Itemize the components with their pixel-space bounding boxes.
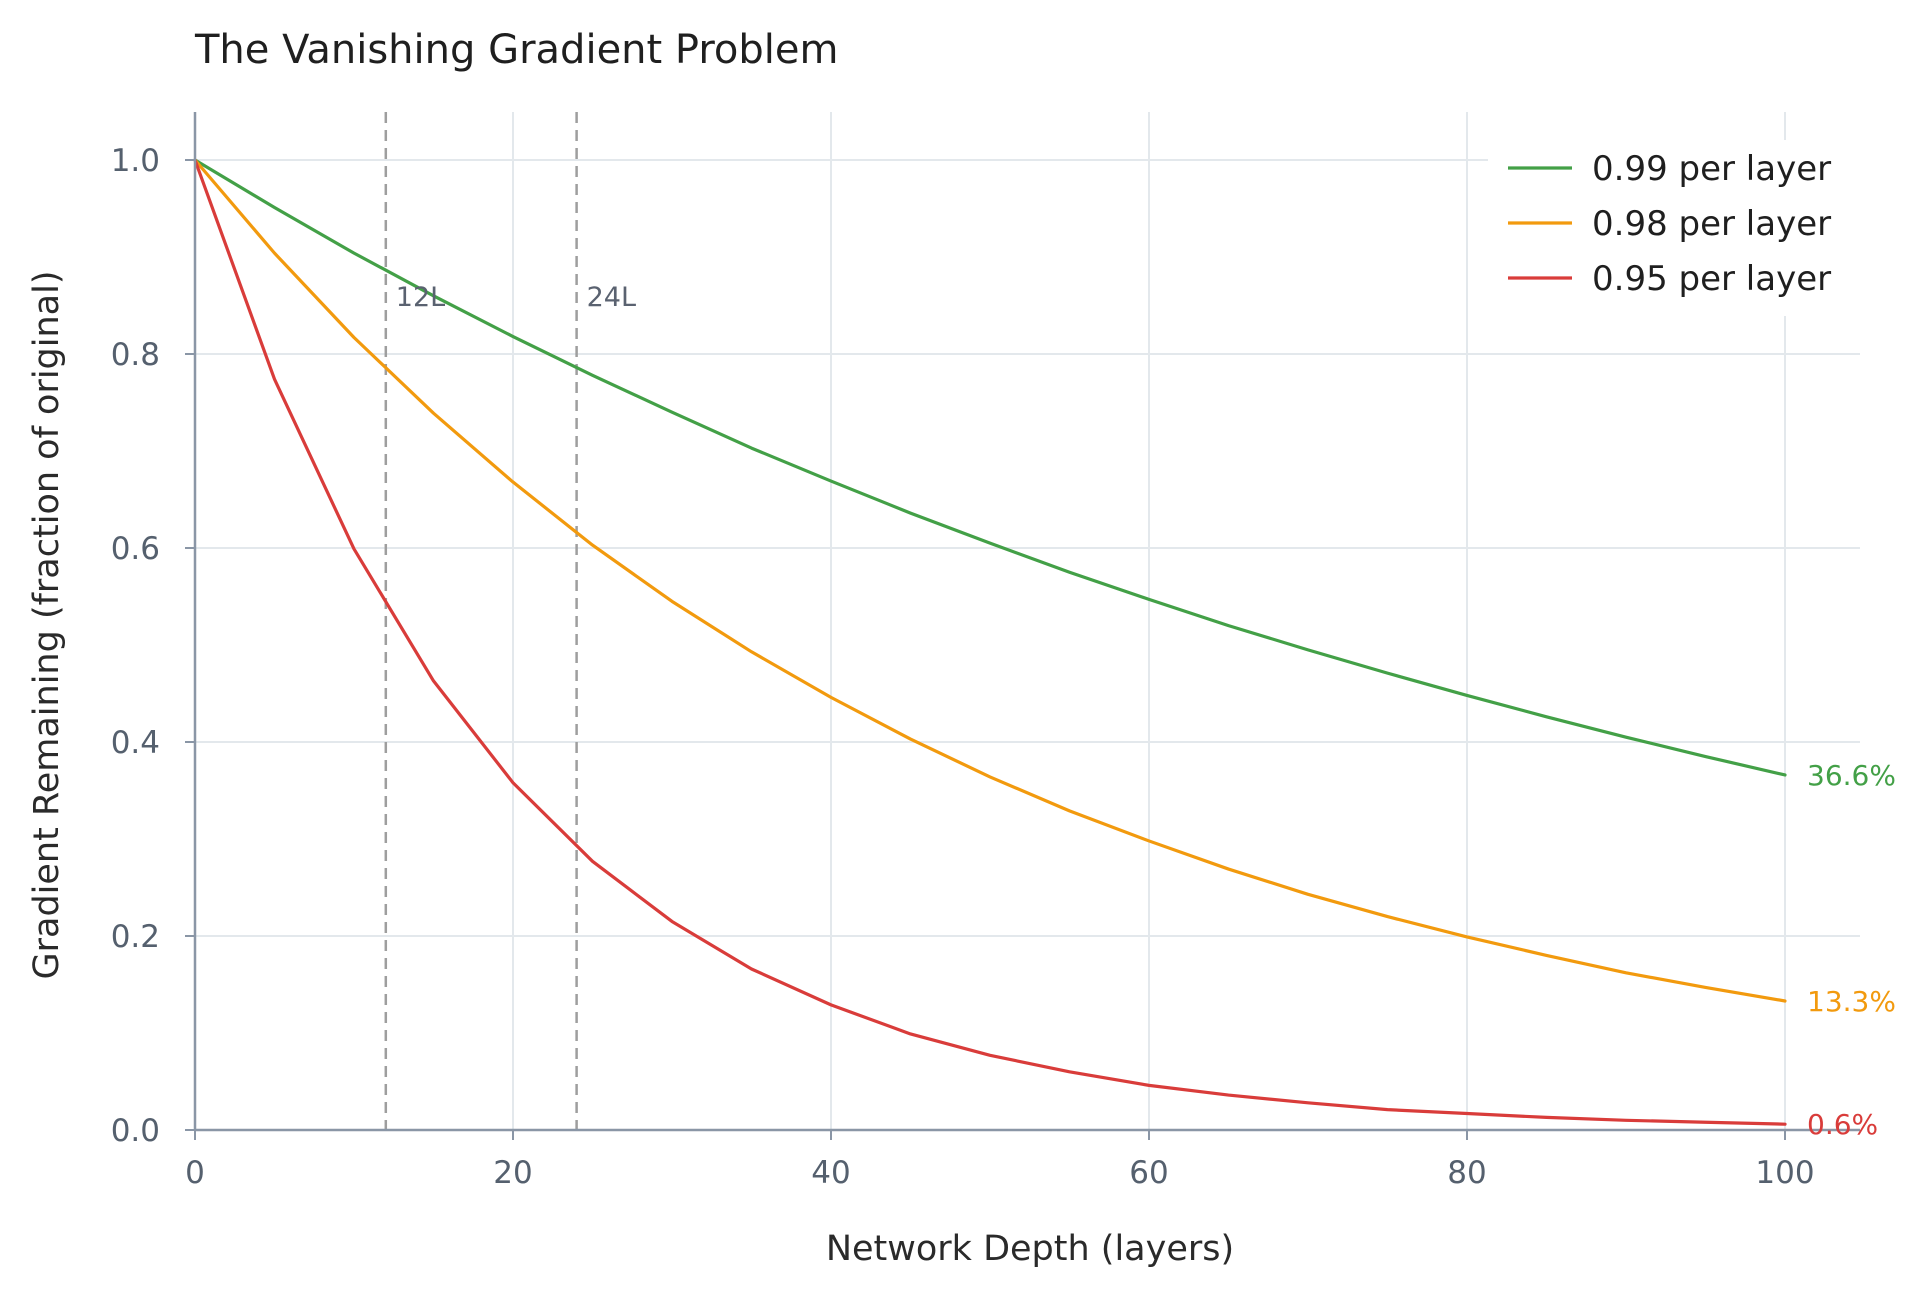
- depth-marker-label: 12L: [396, 282, 445, 313]
- series-lines: [193, 158, 1787, 1126]
- series-line: [193, 158, 1787, 1126]
- x-axis-label: Network Depth (layers): [826, 1229, 1234, 1269]
- series-end-label: 36.6%: [1807, 759, 1896, 792]
- x-tick-label: 40: [811, 1155, 850, 1191]
- series-end-label: 0.6%: [1807, 1108, 1878, 1141]
- x-tick-label: 60: [1129, 1155, 1168, 1191]
- end-labels: 36.6% 13.3% 0.6%: [1807, 759, 1896, 1141]
- x-tick-label: 20: [493, 1155, 532, 1191]
- annotation-labels: 12L 24L: [396, 282, 636, 313]
- tick-labels: 0 20 40 60 80 100 0.0 0.2 0.4 0.6 0.8 1.0: [111, 143, 1815, 1191]
- series-end-label: 13.3%: [1807, 985, 1896, 1018]
- legend-label: 0.98 per layer: [1592, 204, 1831, 244]
- legend: 0.99 per layer 0.98 per layer 0.95 per lay…: [1488, 140, 1860, 316]
- y-tick-label: 0.4: [111, 725, 160, 761]
- x-tick-label: 80: [1447, 1155, 1486, 1191]
- legend-label: 0.95 per layer: [1592, 259, 1831, 299]
- y-tick-label: 0.2: [111, 919, 160, 955]
- series-line: [193, 158, 1787, 777]
- depth-marker-label: 24L: [587, 282, 636, 313]
- axes: [185, 112, 1860, 1140]
- x-tick-label: 0: [185, 1155, 205, 1191]
- y-tick-label: 0.6: [111, 531, 160, 567]
- chart-title: The Vanishing Gradient Problem: [194, 27, 838, 73]
- y-tick-label: 0.0: [111, 1113, 160, 1149]
- legend-label: 0.99 per layer: [1592, 149, 1831, 189]
- y-tick-label: 1.0: [111, 143, 160, 179]
- annotation-lines: [384, 112, 578, 1130]
- x-tick-label: 100: [1755, 1155, 1814, 1191]
- y-axis-label: Gradient Remaining (fraction of original…: [27, 270, 67, 979]
- series-line: [193, 158, 1787, 1003]
- y-tick-label: 0.8: [111, 337, 160, 373]
